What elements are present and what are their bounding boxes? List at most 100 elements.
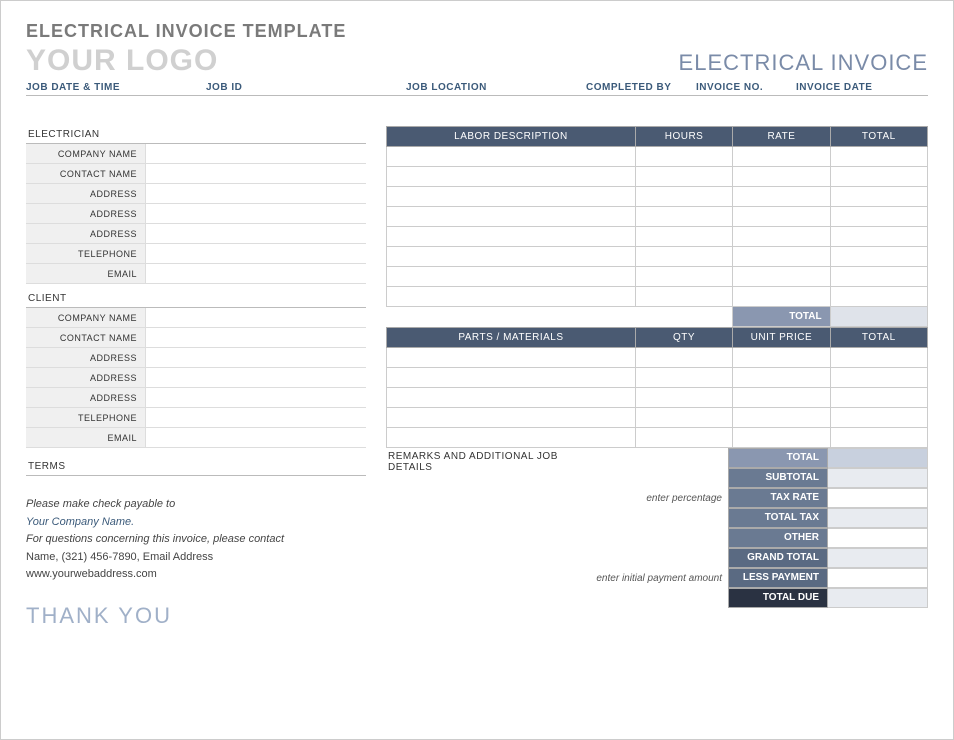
cell[interactable]	[830, 167, 927, 187]
section-terms: TERMS	[26, 458, 366, 476]
logo-placeholder: YOUR LOGO	[26, 44, 218, 78]
cell[interactable]	[830, 368, 927, 388]
cell[interactable]	[830, 147, 927, 167]
cell[interactable]	[733, 287, 830, 307]
cell[interactable]	[387, 147, 636, 167]
cell[interactable]	[733, 247, 830, 267]
kv-val[interactable]	[146, 368, 366, 387]
cell[interactable]	[387, 408, 636, 428]
cell[interactable]	[387, 267, 636, 287]
kv-label-address: ADDRESS	[26, 204, 146, 223]
cell[interactable]	[387, 227, 636, 247]
sum-other-label: OTHER	[728, 528, 828, 548]
cell[interactable]	[830, 428, 927, 448]
sum-grand-val	[828, 548, 928, 568]
cell[interactable]	[733, 207, 830, 227]
cell[interactable]	[733, 187, 830, 207]
sum-less-label: LESS PAYMENT	[728, 568, 828, 588]
sum-taxrate-val[interactable]	[828, 488, 928, 508]
cell[interactable]	[635, 408, 732, 428]
right-column: LABOR DESCRIPTION HOURS RATE TOTAL TOTAL	[386, 126, 928, 633]
cell[interactable]	[830, 287, 927, 307]
cell[interactable]	[635, 167, 732, 187]
cell[interactable]	[635, 247, 732, 267]
kv-val[interactable]	[146, 308, 366, 327]
sum-due-val	[828, 588, 928, 608]
kv-val[interactable]	[146, 408, 366, 427]
cell[interactable]	[635, 207, 732, 227]
kv-val[interactable]	[146, 388, 366, 407]
cell[interactable]	[830, 408, 927, 428]
kv-row: CONTACT NAME	[26, 164, 366, 184]
kv-val[interactable]	[146, 184, 366, 203]
table-row	[387, 368, 928, 388]
cell[interactable]	[635, 348, 732, 368]
cell[interactable]	[830, 207, 927, 227]
kv-row: ADDRESS	[26, 204, 366, 224]
sum-less-val[interactable]	[828, 568, 928, 588]
kv-val[interactable]	[146, 348, 366, 367]
cell[interactable]	[387, 388, 636, 408]
cell[interactable]	[635, 267, 732, 287]
th-qty: QTY	[635, 328, 732, 348]
cell[interactable]	[733, 388, 830, 408]
kv-label-address: ADDRESS	[26, 388, 146, 407]
footer-web: www.yourwebaddress.com	[26, 566, 366, 584]
kv-val[interactable]	[146, 328, 366, 347]
kv-val[interactable]	[146, 264, 366, 283]
invoice-title: ELECTRICAL INVOICE	[679, 50, 928, 76]
cell[interactable]	[387, 167, 636, 187]
cell[interactable]	[830, 388, 927, 408]
sum-total-val	[828, 448, 928, 468]
cell[interactable]	[733, 348, 830, 368]
cell[interactable]	[733, 368, 830, 388]
jh-comp: COMPLETED BY	[586, 82, 696, 93]
cell[interactable]	[387, 207, 636, 227]
kv-row: COMPANY NAME	[26, 308, 366, 328]
cell[interactable]	[635, 428, 732, 448]
cell[interactable]	[387, 247, 636, 267]
kv-val[interactable]	[146, 164, 366, 183]
cell[interactable]	[830, 267, 927, 287]
kv-val[interactable]	[146, 144, 366, 163]
kv-val[interactable]	[146, 428, 366, 447]
th-hours: HOURS	[635, 127, 732, 147]
table-row	[387, 187, 928, 207]
sum-other-val[interactable]	[828, 528, 928, 548]
cell[interactable]	[387, 287, 636, 307]
labor-total-label: TOTAL	[733, 307, 830, 327]
th-unit: UNIT PRICE	[733, 328, 830, 348]
cell[interactable]	[733, 428, 830, 448]
cell[interactable]	[830, 348, 927, 368]
cell[interactable]	[733, 267, 830, 287]
kv-label-address: ADDRESS	[26, 348, 146, 367]
cell[interactable]	[387, 368, 636, 388]
kv-label-email: EMAIL	[26, 428, 146, 447]
cell[interactable]	[635, 227, 732, 247]
cell[interactable]	[387, 428, 636, 448]
cell[interactable]	[830, 227, 927, 247]
cell[interactable]	[830, 247, 927, 267]
cell[interactable]	[733, 167, 830, 187]
cell[interactable]	[635, 368, 732, 388]
cell[interactable]	[733, 227, 830, 247]
cell[interactable]	[635, 287, 732, 307]
th-labor-desc: LABOR DESCRIPTION	[387, 127, 636, 147]
kv-val[interactable]	[146, 244, 366, 263]
footer-questions: For questions concerning this invoice, p…	[26, 531, 366, 549]
cell[interactable]	[635, 187, 732, 207]
kv-val[interactable]	[146, 224, 366, 243]
cell[interactable]	[387, 348, 636, 368]
kv-label-company: COMPANY NAME	[26, 144, 146, 163]
cell[interactable]	[830, 187, 927, 207]
cell[interactable]	[635, 388, 732, 408]
cell[interactable]	[733, 147, 830, 167]
cell[interactable]	[387, 187, 636, 207]
kv-val[interactable]	[146, 204, 366, 223]
cell[interactable]	[635, 147, 732, 167]
kv-label-contact: CONTACT NAME	[26, 164, 146, 183]
kv-row: ADDRESS	[26, 348, 366, 368]
cell[interactable]	[733, 408, 830, 428]
table-row	[387, 147, 928, 167]
section-client: CLIENT	[26, 290, 366, 308]
